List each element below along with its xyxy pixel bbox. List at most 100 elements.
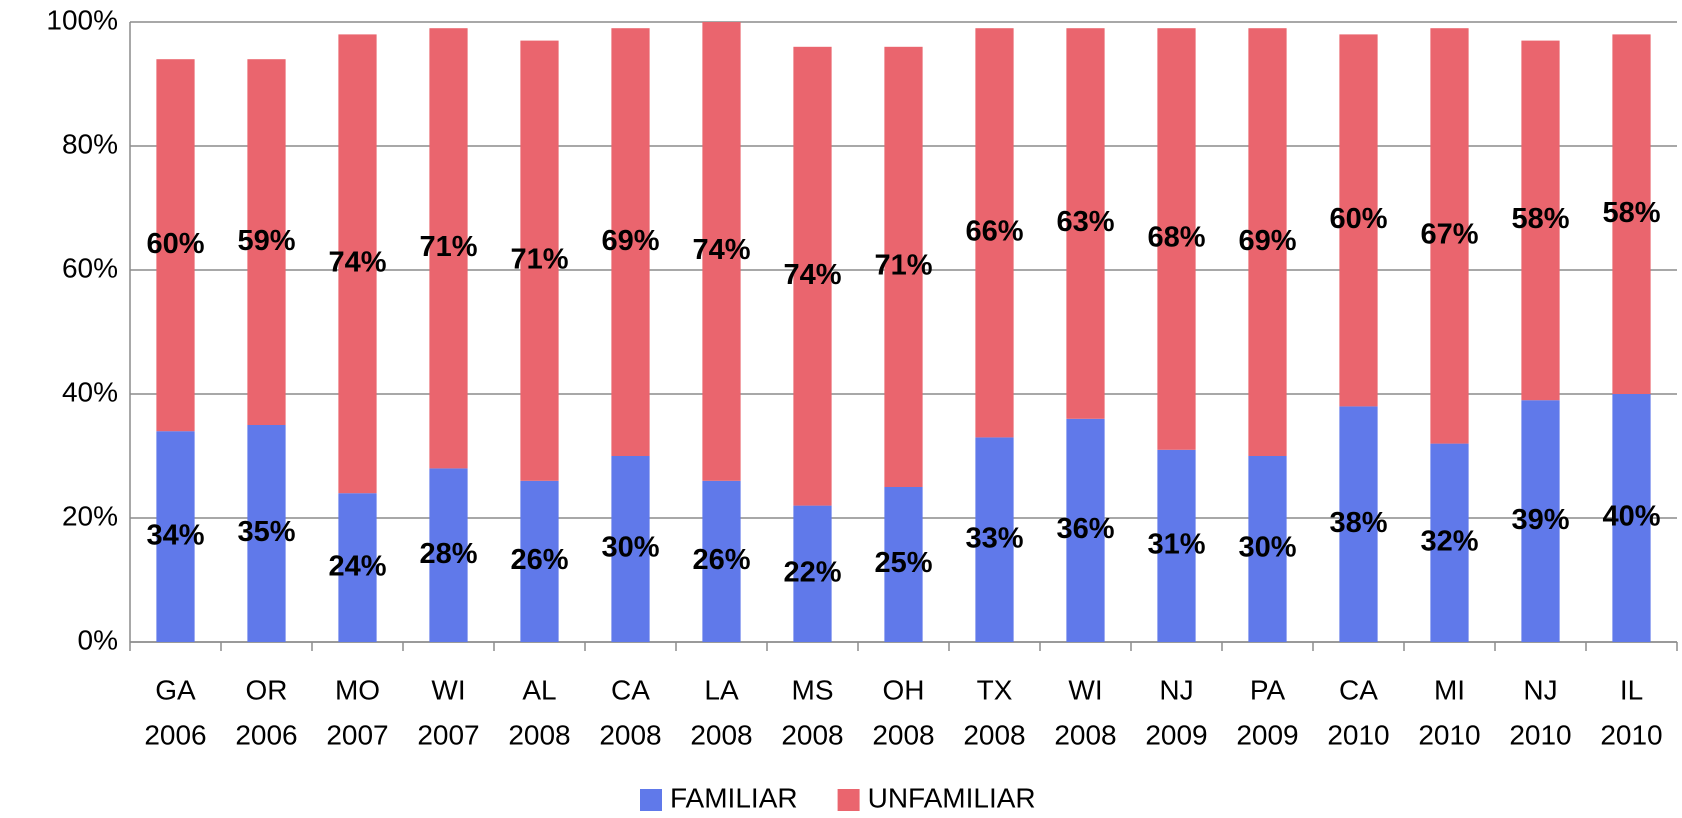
data-label: 58% bbox=[1511, 203, 1569, 235]
x-tick-label: 2010 bbox=[1600, 719, 1662, 750]
bar-segment bbox=[338, 34, 377, 494]
data-label: 22% bbox=[783, 556, 841, 588]
data-label: 35% bbox=[237, 516, 295, 548]
y-tick-label: 20% bbox=[62, 500, 118, 531]
x-tick-label: 2009 bbox=[1145, 719, 1207, 750]
bar-segment bbox=[884, 487, 923, 642]
data-label: 66% bbox=[965, 215, 1023, 247]
bar-segment bbox=[793, 505, 832, 642]
x-tick-label: 2009 bbox=[1236, 719, 1298, 750]
data-label: 30% bbox=[1238, 532, 1296, 564]
bar-segment bbox=[520, 480, 559, 642]
x-tick-label: MI bbox=[1434, 674, 1465, 705]
data-label: 68% bbox=[1147, 222, 1205, 254]
bar-segment bbox=[1157, 449, 1196, 642]
x-tick-label: WI bbox=[431, 674, 465, 705]
data-label: 24% bbox=[328, 550, 386, 582]
data-label: 71% bbox=[510, 243, 568, 275]
bar-segment bbox=[611, 28, 650, 456]
data-label: 25% bbox=[874, 547, 932, 579]
bar-segment bbox=[247, 425, 286, 642]
x-tick-label: 2008 bbox=[1054, 719, 1116, 750]
x-tick-label: 2008 bbox=[599, 719, 661, 750]
data-label: 31% bbox=[1147, 529, 1205, 561]
bar-segment bbox=[156, 431, 195, 642]
bar-segment bbox=[520, 40, 559, 481]
bar-segment bbox=[1339, 34, 1378, 407]
x-tick-label: LA bbox=[704, 674, 739, 705]
bar-segment bbox=[702, 480, 741, 642]
x-tick-label: 2008 bbox=[508, 719, 570, 750]
bar-segment bbox=[1066, 418, 1105, 642]
data-label: 74% bbox=[328, 246, 386, 278]
data-label: 40% bbox=[1602, 501, 1660, 533]
bar-segment bbox=[429, 28, 468, 469]
x-tick-label: OR bbox=[246, 674, 288, 705]
x-tick-label: 2010 bbox=[1327, 719, 1389, 750]
bar-segment bbox=[611, 456, 650, 642]
data-label: 26% bbox=[692, 544, 750, 576]
data-label: 74% bbox=[692, 234, 750, 266]
data-label: 69% bbox=[1238, 225, 1296, 257]
y-tick-label: 0% bbox=[78, 624, 118, 655]
x-tick-label: 2010 bbox=[1418, 719, 1480, 750]
x-tick-label: TX bbox=[977, 674, 1013, 705]
bar-segment bbox=[1521, 400, 1560, 642]
data-label: 30% bbox=[601, 532, 659, 564]
bar-segment bbox=[1430, 443, 1469, 642]
legend-label: FAMILIAR bbox=[670, 782, 798, 813]
data-label: 59% bbox=[237, 225, 295, 257]
x-tick-label: NJ bbox=[1159, 674, 1193, 705]
data-label: 71% bbox=[874, 250, 932, 282]
data-label: 60% bbox=[146, 228, 204, 260]
data-label: 63% bbox=[1056, 206, 1114, 238]
bar-segment bbox=[1339, 406, 1378, 642]
y-tick-label: 80% bbox=[62, 128, 118, 159]
x-tick-label: 2006 bbox=[235, 719, 297, 750]
x-tick-label: 2008 bbox=[963, 719, 1025, 750]
x-tick-label: WI bbox=[1068, 674, 1102, 705]
bar-segment bbox=[429, 468, 468, 642]
bar-segment bbox=[1248, 456, 1287, 642]
bar-segment bbox=[1612, 394, 1651, 642]
data-label: 39% bbox=[1511, 504, 1569, 536]
bar-segment bbox=[338, 493, 377, 642]
bar-segment bbox=[1066, 28, 1105, 419]
x-tick-label: MS bbox=[792, 674, 834, 705]
x-tick-label: 2010 bbox=[1509, 719, 1571, 750]
data-label: 34% bbox=[146, 519, 204, 551]
data-label: 26% bbox=[510, 544, 568, 576]
data-label: 32% bbox=[1420, 525, 1478, 557]
bar-segment bbox=[1612, 34, 1651, 395]
data-label: 33% bbox=[965, 522, 1023, 554]
data-label: 28% bbox=[419, 538, 477, 570]
x-tick-label: 2007 bbox=[326, 719, 388, 750]
bar-segment bbox=[1430, 28, 1469, 444]
x-tick-label: 2006 bbox=[144, 719, 206, 750]
x-tick-label: PA bbox=[1250, 674, 1286, 705]
data-label: 60% bbox=[1329, 203, 1387, 235]
x-tick-label: MO bbox=[335, 674, 380, 705]
legend-swatch bbox=[640, 789, 662, 811]
bar-segment bbox=[975, 437, 1014, 642]
y-tick-label: 60% bbox=[62, 252, 118, 283]
y-tick-label: 100% bbox=[46, 4, 118, 35]
bar-segment bbox=[793, 46, 832, 506]
x-tick-label: CA bbox=[611, 674, 650, 705]
bar-segment bbox=[1157, 28, 1196, 450]
x-tick-label: 2008 bbox=[690, 719, 752, 750]
x-tick-label: 2008 bbox=[872, 719, 934, 750]
bar-segment bbox=[156, 59, 195, 432]
bar-segment bbox=[884, 46, 923, 488]
x-tick-label: CA bbox=[1339, 674, 1378, 705]
data-label: 58% bbox=[1602, 197, 1660, 229]
x-tick-label: NJ bbox=[1523, 674, 1557, 705]
bar-segment bbox=[702, 22, 741, 481]
x-tick-label: GA bbox=[155, 674, 196, 705]
x-tick-label: IL bbox=[1620, 674, 1643, 705]
bar-segment bbox=[1521, 40, 1560, 401]
legend-swatch bbox=[837, 789, 860, 811]
legend-label: UNFAMILIAR bbox=[868, 782, 1036, 813]
